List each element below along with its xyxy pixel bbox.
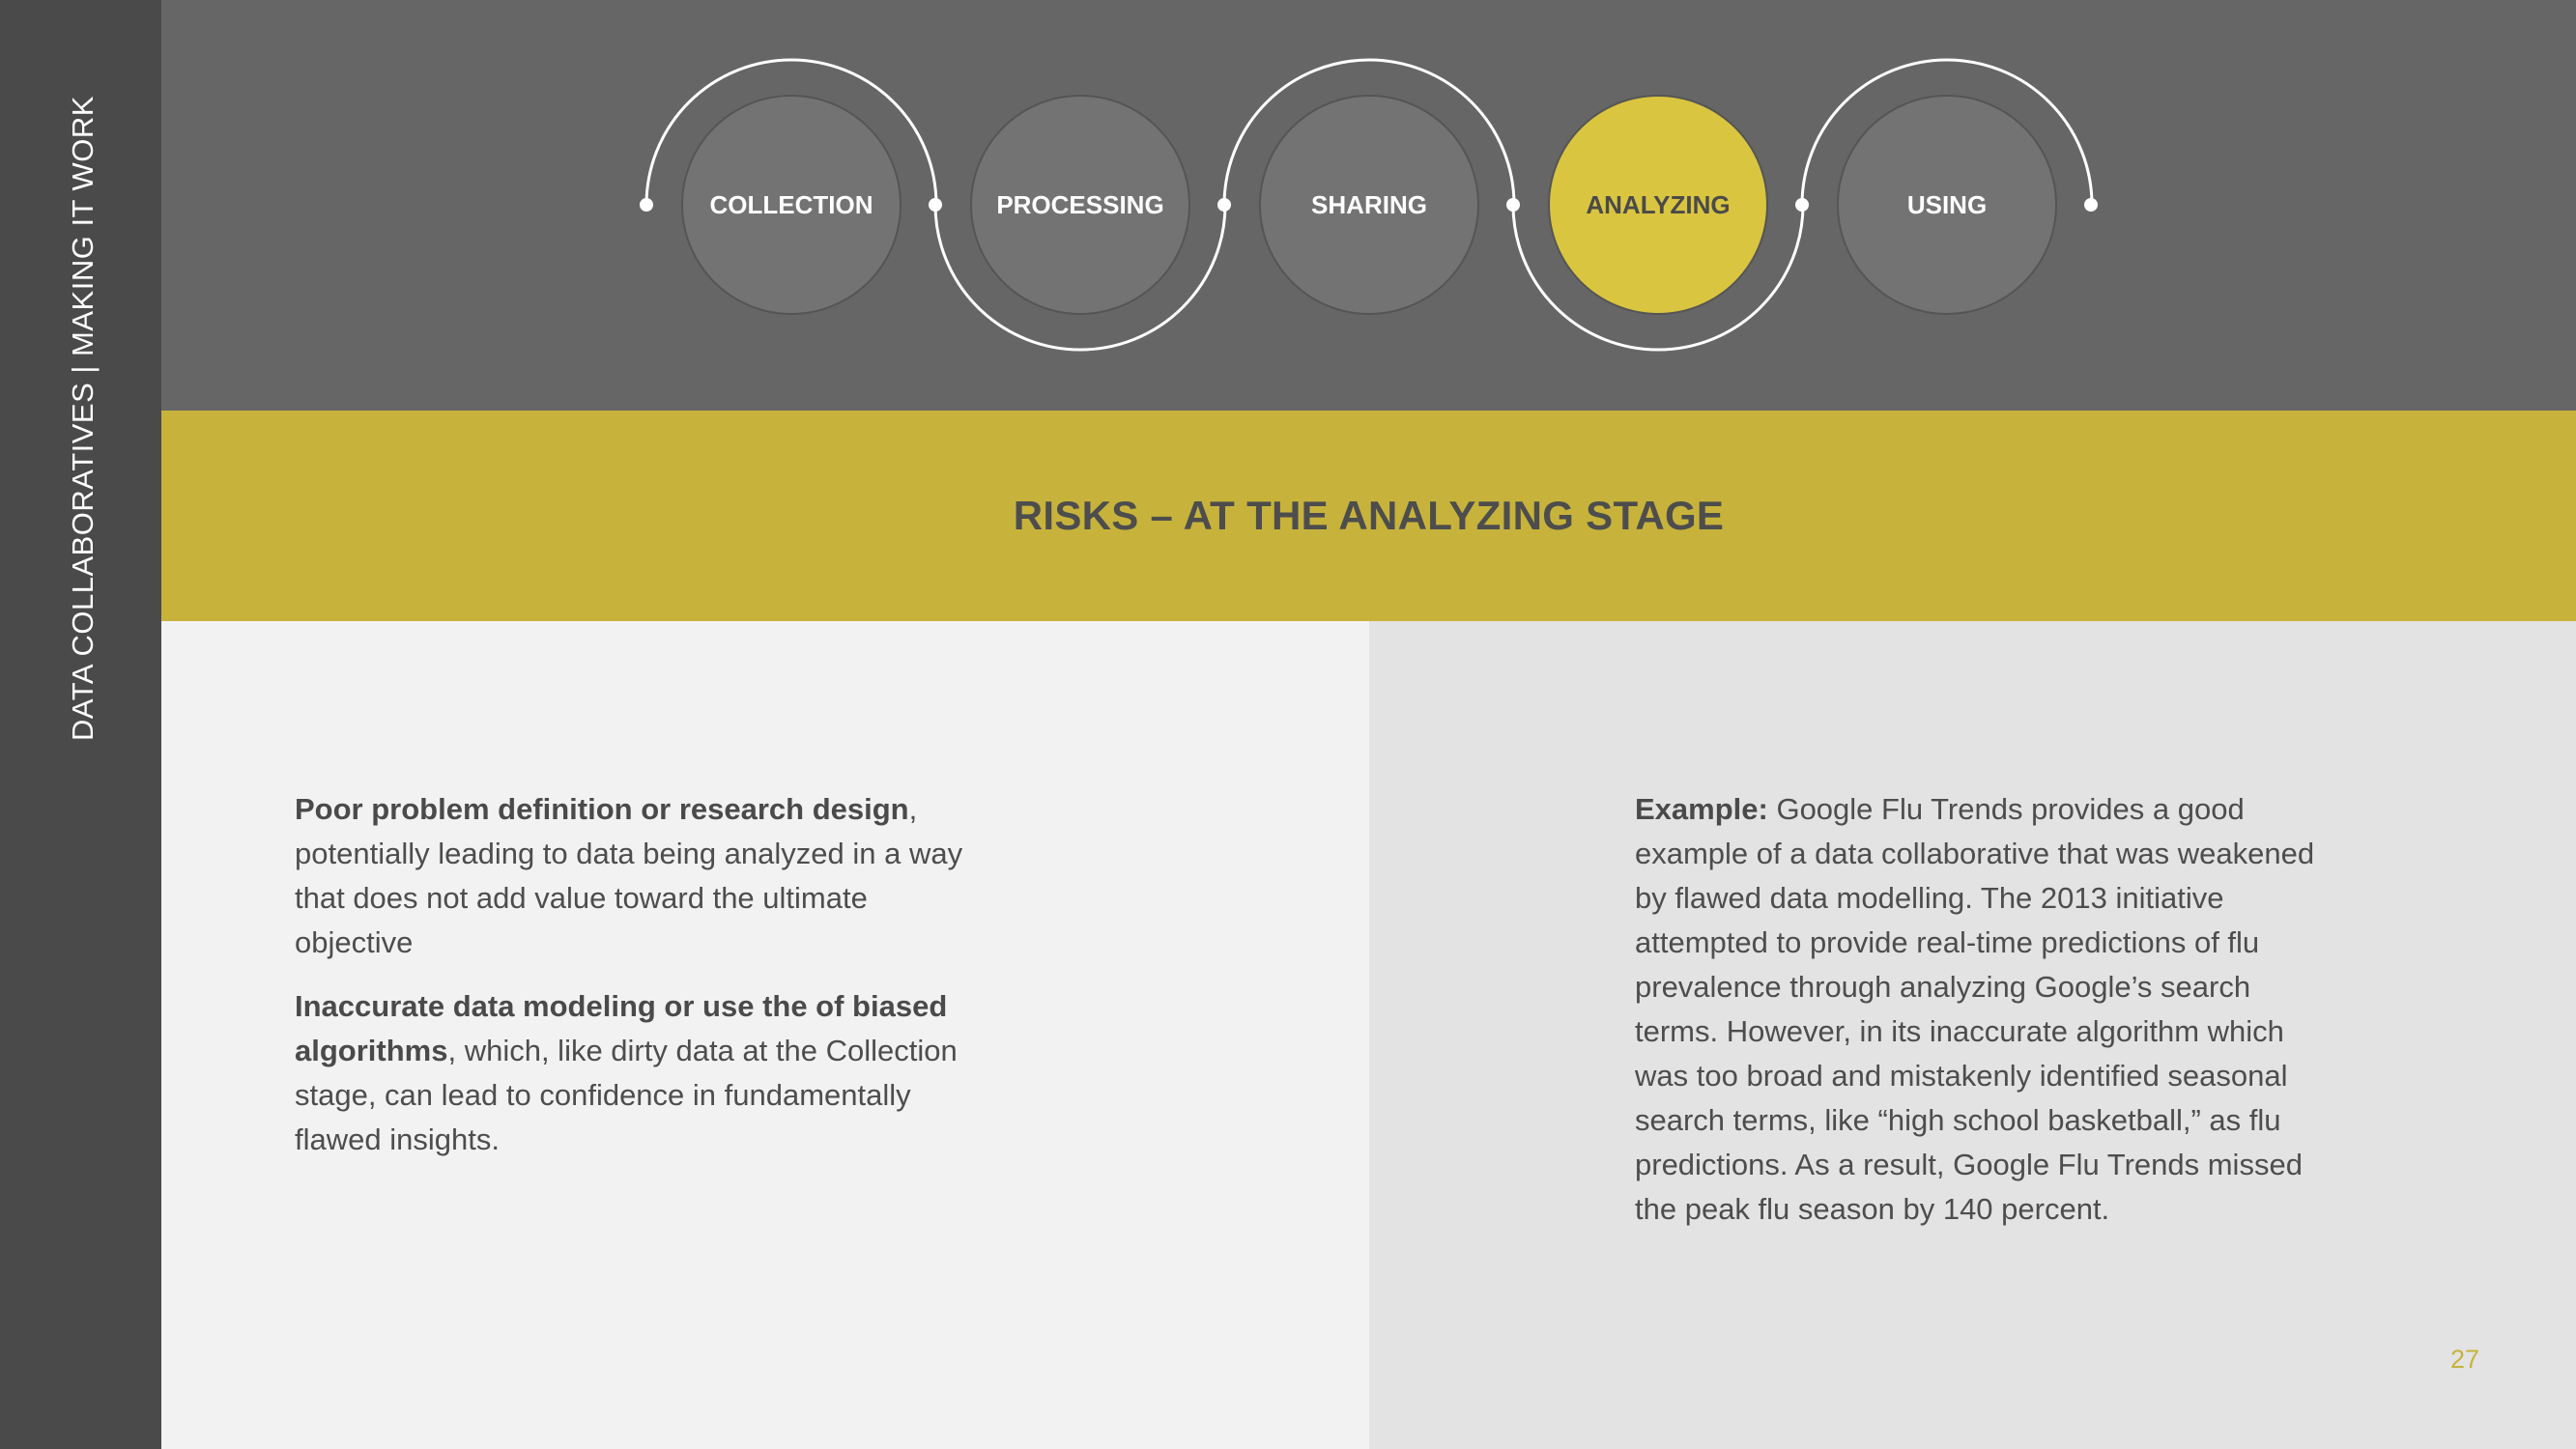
sidebar-title: DATA COLLABORATIVES | MAKING IT WORK: [66, 96, 100, 741]
stage-junction-dot: [929, 198, 942, 212]
stage-label-processing: PROCESSING: [996, 190, 1163, 219]
stage-circle-processing: [970, 95, 1190, 315]
stage-connector-arc: [1511, 204, 1805, 352]
stage-circle-analyzing: [1548, 95, 1768, 315]
stage-label-sharing: SHARING: [1311, 190, 1427, 219]
stage-flow-diagram: COLLECTION PROCESSING SHARING ANALYZING USIN…: [640, 58, 2098, 352]
stage-junction-dot: [2084, 198, 2098, 212]
stage-flow-header: COLLECTION PROCESSING SHARING ANALYZING USIN…: [161, 0, 2576, 411]
risk-heading: Inaccurate data modeling or use the of b…: [295, 989, 948, 1067]
example-label: Example:: [1635, 792, 1768, 826]
risk-item: Inaccurate data modeling or use the of b…: [295, 984, 990, 1162]
example-block: Example: Google Flu Trends provides a go…: [1635, 787, 2331, 1251]
example-text: Google Flu Trends provides a good exampl…: [1635, 792, 2315, 1226]
page-number: 27: [2450, 1345, 2480, 1374]
risk-item: Poor problem definition or research desi…: [295, 787, 990, 965]
stage-connector-arc: [1800, 58, 2094, 206]
stage-connector-arc: [1222, 58, 1516, 206]
stage-connector-arc: [644, 58, 938, 206]
stage-circle-using: [1837, 95, 2057, 315]
stage-label-using: USING: [1907, 190, 1987, 219]
stage-label-collection: COLLECTION: [710, 190, 873, 219]
sidebar: DATA COLLABORATIVES | MAKING IT WORK: [0, 0, 161, 1449]
risk-heading: Poor problem definition or research desi…: [295, 792, 909, 826]
stage-junction-dot: [640, 198, 653, 212]
stage-junction-dot: [1795, 198, 1809, 212]
stage-junction-dot: [1217, 198, 1231, 212]
stage-label-analyzing: ANALYZING: [1586, 190, 1730, 219]
stage-circle-sharing: [1259, 95, 1479, 315]
page-title: RISKS – AT THE ANALYZING STAGE: [1013, 493, 1725, 538]
risks-list: Poor problem definition or research desi…: [295, 787, 990, 1181]
stage-junction-dot: [1506, 198, 1520, 212]
right-panel: [1369, 621, 2576, 1449]
risk-description: , potentially leading to data being anal…: [295, 792, 963, 959]
example-paragraph: Example: Google Flu Trends provides a go…: [1635, 787, 2331, 1232]
stage-connector-arc: [933, 204, 1227, 352]
stage-circle-collection: [681, 95, 902, 315]
title-band: RISKS – AT THE ANALYZING STAGE: [161, 411, 2576, 621]
risk-description: , which, like dirty data at the Collecti…: [295, 1034, 958, 1156]
left-panel: [161, 621, 1369, 1449]
